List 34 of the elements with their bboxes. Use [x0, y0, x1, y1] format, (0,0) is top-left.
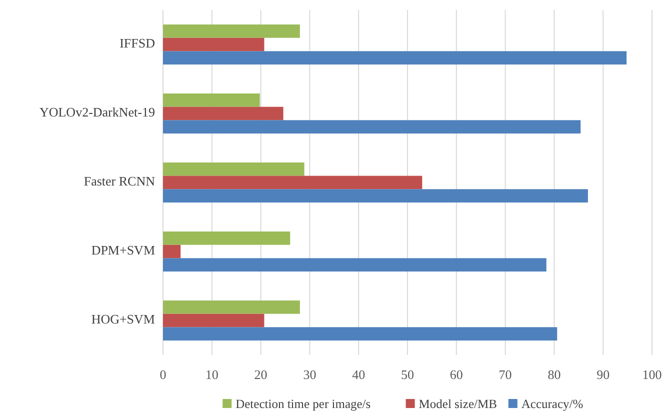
bar — [163, 300, 300, 314]
x-tick-label: 10 — [205, 367, 218, 382]
x-tick-label: 100 — [642, 367, 662, 382]
bar — [163, 176, 422, 190]
x-tick-label: 50 — [401, 367, 414, 382]
x-tick-label: 0 — [160, 367, 166, 382]
y-tick-label: Faster RCNN — [84, 173, 156, 188]
bar — [163, 51, 627, 65]
x-tick-label: 80 — [548, 367, 561, 382]
bar — [163, 120, 581, 134]
x-tick-label: 70 — [498, 367, 512, 382]
y-tick-label: HOG+SVM — [91, 311, 156, 326]
x-tick-label: 90 — [596, 367, 610, 382]
bar — [163, 189, 588, 203]
x-tick-label: 40 — [352, 367, 366, 382]
bar — [163, 93, 260, 107]
x-tick-label: 60 — [450, 367, 463, 382]
x-tick-label: 30 — [303, 367, 316, 382]
bar — [163, 327, 558, 341]
bar — [163, 24, 300, 38]
y-tick-label: YOLOv2-DarkNet-19 — [39, 104, 155, 120]
bar — [163, 162, 304, 176]
bar — [163, 231, 290, 245]
bar — [163, 258, 546, 272]
x-tick-label: 20 — [254, 367, 268, 382]
legend-label: Accuracy/% — [521, 397, 584, 411]
legend-label: Model size/MB — [418, 397, 497, 411]
bar — [163, 244, 181, 258]
bar — [163, 38, 264, 52]
y-tick-label: DPM+SVM — [91, 242, 156, 258]
legend-label: Detection time per image/s — [236, 397, 371, 411]
bar — [163, 314, 264, 328]
bar — [163, 106, 284, 120]
y-tick-label: IFFSD — [120, 35, 155, 50]
